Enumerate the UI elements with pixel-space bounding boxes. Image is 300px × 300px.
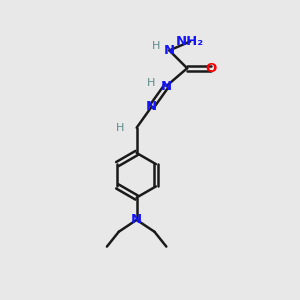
Text: N: N [131,213,142,226]
Text: O: O [205,62,217,75]
Text: H: H [152,41,160,51]
Text: N: N [146,100,157,113]
Text: H: H [116,123,124,133]
Text: N: N [161,80,172,93]
Text: H: H [147,78,156,88]
Text: N: N [164,44,175,57]
Text: NH₂: NH₂ [176,35,204,48]
